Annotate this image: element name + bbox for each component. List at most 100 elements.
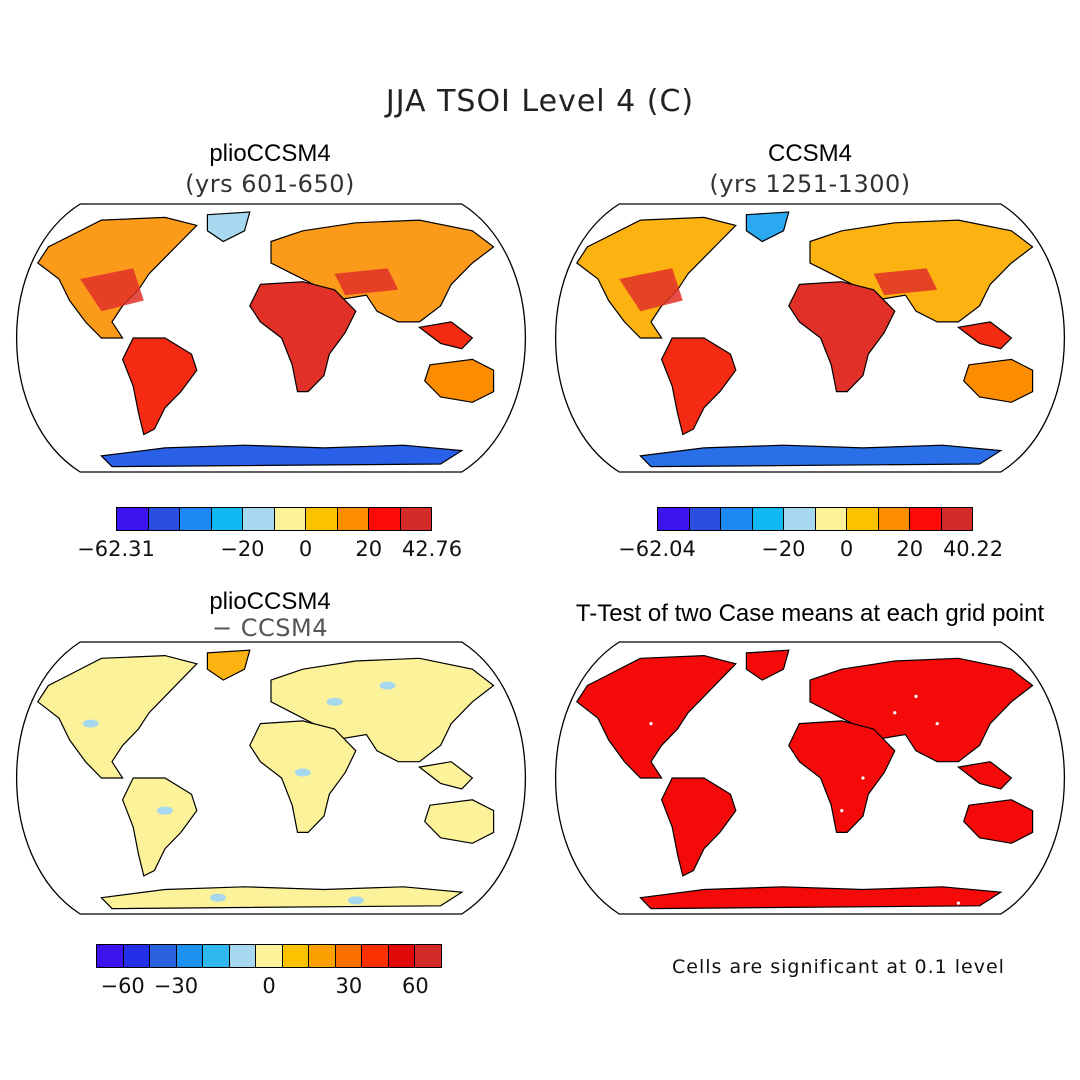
continent-greenland	[206, 211, 251, 243]
colorbar-tick-label: 0	[298, 537, 313, 561]
map-border	[15, 641, 527, 915]
continent-southeast-asia	[417, 321, 474, 350]
colorbar-swatch	[388, 945, 416, 967]
panel-subtitle-ccsm4: (yrs 1251-1300)	[709, 170, 911, 198]
colorbar-swatch	[282, 945, 310, 967]
continent-south-america	[660, 777, 737, 877]
colorbar-swatch	[941, 508, 972, 530]
colorbar-plio	[116, 507, 432, 531]
continent-antarctica	[639, 444, 1003, 468]
colorbar-swatch	[229, 945, 257, 967]
colorbar-swatch	[415, 945, 441, 967]
continent-australia	[424, 358, 495, 403]
colorbar-swatch	[203, 945, 230, 967]
continent-south-america	[121, 337, 198, 436]
colorbar-swatch	[362, 945, 389, 967]
colorbar-tick-label: 0	[839, 537, 854, 561]
colorbar-swatch	[721, 508, 753, 530]
cool-anomaly	[210, 893, 226, 902]
colorbar-swatch	[211, 508, 243, 530]
continent-greenland	[206, 649, 251, 681]
colorbar-diff	[96, 944, 442, 968]
insignificant-cell	[935, 722, 939, 726]
colorbar-swatch	[815, 508, 847, 530]
colorbar-swatch	[150, 945, 177, 967]
colorbar-swatch	[689, 508, 721, 530]
continent-australia	[963, 358, 1034, 403]
colorbar-swatch	[117, 508, 149, 530]
panel-title-ccsm4: CCSM4	[767, 140, 852, 167]
colorbar-swatch	[335, 945, 363, 967]
colorbar-tick-label: 20	[355, 537, 383, 561]
map-border	[15, 203, 527, 473]
continent-africa	[249, 281, 357, 393]
panel-title-plio: plioCCSM4	[209, 140, 331, 167]
insignificant-cell	[893, 711, 897, 715]
colorbar-tick-label: 0	[262, 974, 276, 998]
warm-region	[619, 268, 683, 312]
continent-eurasia	[270, 657, 495, 763]
colorbar-tick-label: 20	[896, 537, 924, 561]
continent-southeast-asia	[417, 761, 474, 790]
map-ccsm4	[554, 203, 1066, 473]
continent-africa	[249, 720, 357, 833]
continent-africa	[788, 281, 896, 393]
continent-eurasia	[809, 657, 1034, 763]
colorbar-swatch	[176, 945, 204, 967]
colorbar-swatch	[256, 945, 283, 967]
colorbar-swatch	[910, 508, 942, 530]
continent-north-america	[575, 654, 737, 779]
insignificant-cell	[861, 776, 865, 780]
continent-antarctica	[100, 886, 464, 910]
colorbar-swatch	[658, 508, 690, 530]
colorbar-swatch	[752, 508, 784, 530]
colorbar-swatch	[243, 508, 275, 530]
warm-region	[80, 268, 144, 312]
cool-anomaly	[347, 896, 364, 905]
cool-anomaly	[379, 681, 396, 690]
cool-anomaly	[157, 806, 173, 815]
colorbar-tick-label: −20	[220, 537, 265, 561]
map-plio	[15, 203, 527, 473]
continent-southeast-asia	[956, 761, 1013, 790]
continent-greenland	[745, 649, 790, 681]
colorbar-swatch	[123, 945, 151, 967]
colorbar-swatch	[274, 508, 306, 530]
colorbar-swatch	[878, 508, 910, 530]
colorbar-tick-label: −30	[153, 974, 199, 998]
panel-title-diff: plioCCSM4	[209, 588, 331, 615]
continent-antarctica	[639, 886, 1003, 910]
warm-region	[831, 300, 885, 328]
colorbar-tick-label: 60	[401, 974, 429, 998]
map-border	[554, 203, 1066, 473]
map-diff	[15, 641, 527, 915]
colorbar-swatch	[309, 945, 336, 967]
continent-south-america	[660, 337, 737, 436]
colorbar-tick-label: 30	[335, 974, 363, 998]
panel-title-ttest: T-Test of two Case means at each grid po…	[575, 600, 1045, 627]
continent-south-america	[121, 777, 198, 877]
colorbar-tick-label: 42.76	[401, 537, 463, 561]
cool-anomaly	[326, 697, 343, 706]
colorbar-tick-label: −60	[100, 974, 145, 998]
insignificant-cell	[840, 809, 844, 813]
continent-australia	[424, 799, 495, 844]
insignificant-cell	[978, 749, 982, 753]
panel-subtitle-diff: − CCSM4	[212, 614, 328, 642]
insignificant-cell	[956, 901, 960, 905]
continent-north-america	[36, 654, 198, 779]
continent-africa	[788, 720, 896, 833]
colorbar-tick-label: 40.22	[942, 537, 1004, 561]
colorbar-ccsm4	[657, 507, 973, 531]
insignificant-cell	[649, 722, 653, 726]
warm-region	[292, 300, 346, 328]
cool-anomaly	[82, 719, 99, 728]
warm-region	[334, 268, 399, 296]
warm-region	[873, 268, 938, 296]
colorbar-swatch	[97, 945, 124, 967]
colorbar-tick-label: −62.04	[618, 537, 696, 561]
colorbar-swatch	[337, 508, 369, 530]
map-ttest	[554, 641, 1066, 915]
panel-subtitle-plio: (yrs 601-650)	[185, 170, 355, 198]
insignificant-cell	[914, 694, 918, 698]
